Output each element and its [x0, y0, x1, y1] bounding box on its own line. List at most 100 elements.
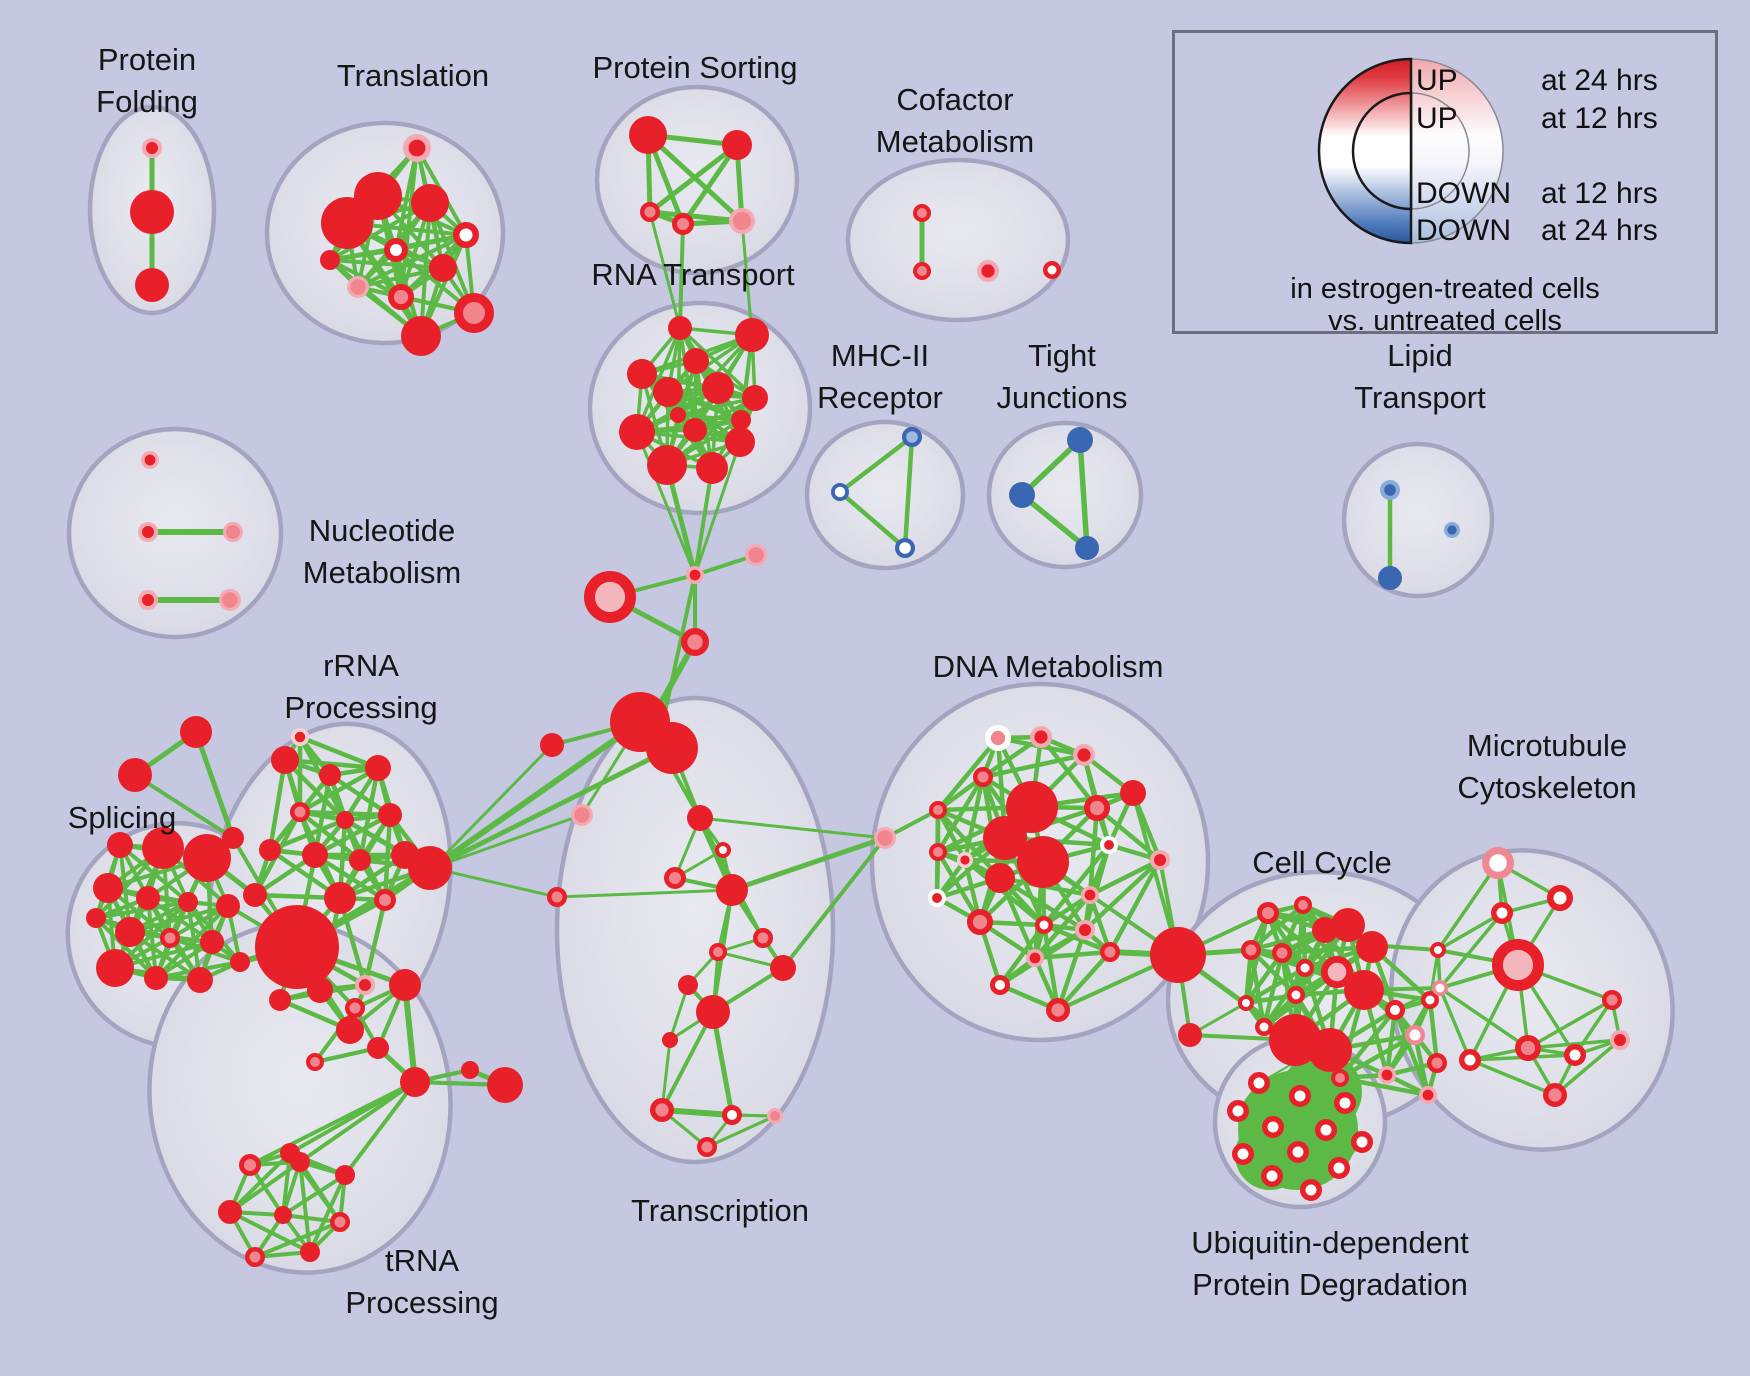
network-node [187, 967, 213, 993]
network-node [687, 805, 713, 831]
network-node [142, 138, 162, 158]
cluster-label-tight-junctions: Tight [1028, 338, 1096, 373]
cluster-ellipse-rna-transport [587, 300, 813, 516]
network-edge [1337, 1075, 1431, 1098]
network-edge [740, 219, 754, 337]
network-edge [1553, 1038, 1622, 1097]
network-node [901, 427, 922, 448]
network-edge [1526, 1038, 1622, 1050]
network-node [683, 348, 709, 374]
network-node [1026, 948, 1045, 967]
network-edge [1337, 1032, 1418, 1081]
network-edge [698, 816, 887, 840]
network-node [230, 952, 250, 972]
network-edge [1032, 949, 1113, 961]
network-edge [308, 1173, 347, 1254]
network-edge [429, 719, 643, 871]
cluster-label-rrna-processing: Processing [284, 690, 437, 725]
network-edge [1087, 857, 1163, 898]
network-edge [1055, 927, 1088, 1013]
network-edge [297, 734, 381, 771]
network-edge [430, 743, 554, 870]
network-edge [328, 258, 403, 299]
network-node [183, 834, 231, 882]
network-node [1035, 916, 1053, 934]
network-node [321, 197, 373, 249]
network-edge [676, 413, 743, 422]
network-node [1043, 261, 1061, 279]
network-node [671, 213, 694, 236]
layer-labels: Protein Folding Translation Protein Sorting… [68, 42, 1637, 1320]
network-node [685, 565, 704, 584]
network-node [1248, 1072, 1270, 1094]
network-node [709, 943, 728, 962]
network-edge [962, 857, 1047, 928]
network-node [913, 203, 932, 222]
network-edge [1041, 922, 1113, 955]
network-edge [328, 201, 432, 262]
network-node [753, 928, 773, 948]
cluster-label-protein-sorting: Protein Sorting [592, 50, 797, 85]
network-node [378, 803, 402, 827]
network-edge [980, 734, 1044, 780]
network-node [745, 544, 768, 567]
network-edge [676, 396, 757, 417]
cluster-label-nucleotide-metabolism: Nucleotide [309, 513, 455, 548]
network-edge [680, 142, 740, 227]
cluster-label-rrna-processing: rRNA [323, 648, 399, 683]
network-node [178, 892, 198, 912]
network-edge [678, 326, 757, 400]
network-edge [1107, 857, 1163, 955]
network-node [453, 222, 479, 248]
network-edge [298, 1080, 417, 1164]
network-node [1300, 1179, 1322, 1201]
cluster-label-trna-processing: tRNA [385, 1243, 459, 1278]
cluster-ellipse-tight-junctions [986, 420, 1144, 570]
network-edge [1468, 1058, 1557, 1097]
legend-up-12-label: UP [1416, 102, 1458, 135]
network-edge [710, 1009, 735, 1118]
network-node [300, 1242, 320, 1262]
network-edge [1248, 902, 1306, 953]
network-edge [1041, 892, 1093, 928]
network-node [1419, 1086, 1438, 1105]
cluster-label-protein-folding: Folding [96, 84, 198, 119]
network-node [1459, 1049, 1481, 1071]
network-node [136, 886, 160, 910]
network-node [729, 207, 756, 234]
legend-12h-ring [1351, 91, 1413, 211]
network-node [547, 887, 567, 907]
network-edge [1055, 949, 1113, 1013]
network-node [319, 764, 341, 786]
network-node [302, 842, 328, 868]
network-node [307, 977, 333, 1003]
network-edge [935, 774, 986, 855]
cluster-label-ubiquitin-degradation: Protein Degradation [1192, 1267, 1468, 1302]
network-edge [1077, 437, 1090, 551]
network-node [142, 827, 184, 869]
network-node [384, 238, 408, 262]
network-node [387, 283, 414, 310]
network-node [1232, 1143, 1254, 1165]
network-node [722, 130, 752, 160]
network-node [929, 801, 948, 820]
cluster-ellipse-microtubule-cytoskeleton [1389, 848, 1675, 1152]
cluster-label-rna-transport: RNA Transport [591, 257, 795, 292]
network-node [1334, 1092, 1356, 1114]
network-edge [1573, 998, 1614, 1057]
network-node [540, 733, 564, 757]
network-node [1515, 1035, 1542, 1062]
network-node [1241, 940, 1261, 960]
network-node [1405, 1025, 1425, 1045]
network-edge [1271, 1101, 1347, 1129]
network-edge [1087, 805, 1100, 898]
network-edge [555, 888, 734, 899]
network-node [1006, 781, 1058, 833]
network-node [1256, 901, 1279, 924]
network-node [1481, 846, 1514, 879]
legend-down-24-label: DOWN [1416, 214, 1511, 247]
network-node [411, 184, 449, 222]
network-edge [430, 866, 559, 899]
network-node [290, 802, 310, 822]
network-edge [1438, 986, 1530, 1050]
